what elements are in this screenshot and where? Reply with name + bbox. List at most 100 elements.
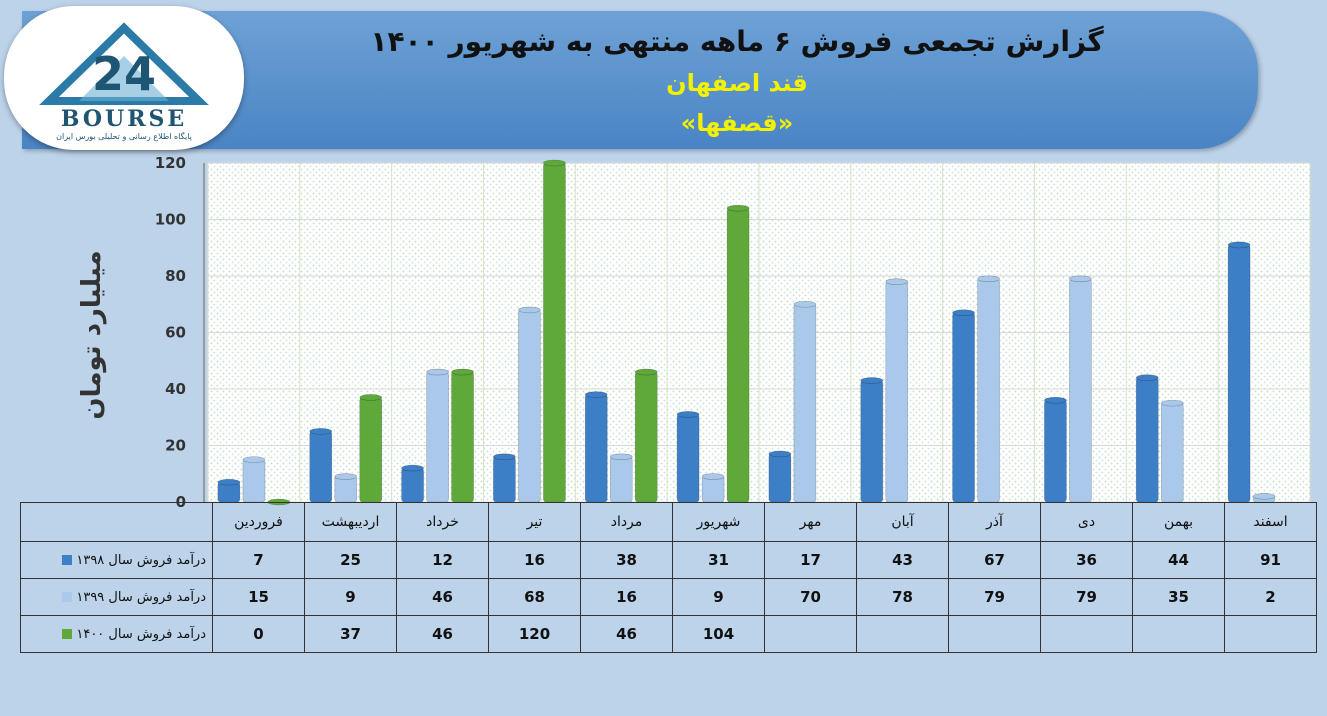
bar-1-8 <box>860 380 884 503</box>
svg-text:24: 24 <box>92 47 156 101</box>
ticker-symbol: «قصفها» <box>680 109 794 137</box>
bar-cap <box>726 204 750 212</box>
company-name: قند اصفهان <box>666 69 808 97</box>
bar-cap <box>701 473 725 480</box>
table-value-cell: 7 <box>212 541 305 579</box>
table-month-header: آبان <box>856 502 949 542</box>
table-month-row: فروردین اردیبهشت خرداد تیر مرداد شهریور مهر آبا… <box>20 502 1317 542</box>
table-month-header: دی <box>1040 502 1133 542</box>
table-value-cell: 15 <box>212 578 305 616</box>
bar-2-4 <box>518 309 541 503</box>
bar-cap <box>217 478 241 486</box>
chart-data-table: فروردین اردیبهشت خرداد تیر مرداد شهریور مهر آبا… <box>20 502 1317 653</box>
bar-cap <box>493 453 516 461</box>
report-title: گزارش تجمعی فروش ۶ ماهه منتهی به شهریور … <box>370 25 1104 58</box>
bar-2-2 <box>334 476 358 503</box>
bar-cap <box>1252 493 1276 500</box>
series-name: درآمد فروش سال ۱۴۰۰ <box>76 626 206 642</box>
table-value-cell: 16 <box>580 578 673 616</box>
y-tick-label: 80 <box>165 267 186 285</box>
y-tick-label: 60 <box>165 324 186 342</box>
bar-cap <box>793 300 817 308</box>
bar-cap <box>543 159 566 167</box>
table-month-header: بهمن <box>1132 502 1225 542</box>
table-value-cell: 44 <box>1132 541 1225 579</box>
table-month-header: خرداد <box>396 502 489 542</box>
table-value-cell: 16 <box>488 541 581 579</box>
table-value-cell: 31 <box>672 541 765 579</box>
table-value-cell: 38 <box>580 541 673 579</box>
table-month-header: اسفند <box>1224 502 1317 542</box>
bar-1-11 <box>1135 377 1159 503</box>
legend-swatch <box>62 555 73 565</box>
chart-bars <box>217 159 1276 506</box>
bar-cap <box>401 464 424 472</box>
table-value-cell: 12 <box>396 541 489 579</box>
table-value-cell: 25 <box>304 541 397 579</box>
bar-1-5 <box>584 394 608 503</box>
table-value-cell <box>948 615 1041 653</box>
bar-2-1 <box>242 459 266 503</box>
series-legend-cell: درآمد فروش سال ۱۳۹۹ <box>20 578 213 616</box>
bar-3-4 <box>543 162 566 503</box>
bar-cap <box>952 309 975 317</box>
table-month-header: مهر <box>764 502 857 542</box>
bar-1-12 <box>1227 244 1251 503</box>
y-tick-label: 120 <box>155 154 186 172</box>
bar-cap <box>359 394 383 401</box>
bar-1-3 <box>401 467 424 503</box>
bar-2-8 <box>885 281 909 503</box>
bar-3-6 <box>726 207 750 503</box>
series-legend-cell: درآمد فروش سال ۱۳۹۸ <box>20 541 213 579</box>
bar-1-10 <box>1044 399 1067 503</box>
table-value-cell: 120 <box>488 615 581 653</box>
bar-cap <box>426 368 449 376</box>
legend-swatch <box>62 629 73 639</box>
table-series-row: درآمد فروش سال ۱۴۰۰ 0 37 46 120 46 104 <box>20 615 1317 653</box>
bar-cap <box>1069 275 1092 283</box>
table-value-cell: 43 <box>856 541 949 579</box>
bar-1-4 <box>493 456 516 503</box>
bar-1-6 <box>676 414 700 503</box>
bar-cap <box>451 368 474 376</box>
bar-cap <box>1160 399 1184 407</box>
bar-cap <box>676 411 700 418</box>
bar-cap <box>334 473 358 480</box>
series-name: درآمد فروش سال ۱۳۹۹ <box>76 589 206 605</box>
table-value-cell: 2 <box>1224 578 1317 616</box>
table-value-cell: 46 <box>396 615 489 653</box>
table-value-cell: 78 <box>856 578 949 616</box>
bar-cap <box>309 428 333 435</box>
table-value-cell: 37 <box>304 615 397 653</box>
bar-cap <box>1044 396 1067 404</box>
table-value-cell <box>764 615 857 653</box>
bar-cap <box>609 453 633 461</box>
table-series-row: درآمد فروش سال ۱۳۹۹ 15 9 46 68 16 9 70 78 79 79 35 2 <box>20 578 1317 616</box>
bar-3-2 <box>359 397 383 503</box>
bar-3-3 <box>451 371 474 503</box>
bar-2-5 <box>609 456 633 503</box>
y-tick-label: 100 <box>155 211 186 229</box>
table-value-cell: 68 <box>488 578 581 616</box>
table-value-cell: 9 <box>672 578 765 616</box>
y-tick-label: 20 <box>165 437 186 455</box>
series-name: درآمد فروش سال ۱۳۹۸ <box>76 552 206 568</box>
bourse24-logo: 24 BOURSE پایگاه اطلاع رسانی و تحلیلی بو… <box>4 6 244 150</box>
bar-cap <box>1135 374 1159 382</box>
table-value-cell: 79 <box>1040 578 1133 616</box>
bar-2-3 <box>426 371 449 503</box>
table-value-cell <box>856 615 949 653</box>
bar-1-2 <box>309 431 333 503</box>
table-month-header: آذر <box>948 502 1041 542</box>
bar-3-5 <box>634 371 658 503</box>
table-value-cell: 46 <box>580 615 673 653</box>
logo-wordmark: BOURSE <box>60 106 188 132</box>
table-value-cell: 79 <box>948 578 1041 616</box>
table-value-cell: 0 <box>212 615 305 653</box>
bar-2-10 <box>1069 278 1092 503</box>
table-value-cell: 35 <box>1132 578 1225 616</box>
bar-2-7 <box>793 303 817 503</box>
table-value-cell: 70 <box>764 578 857 616</box>
